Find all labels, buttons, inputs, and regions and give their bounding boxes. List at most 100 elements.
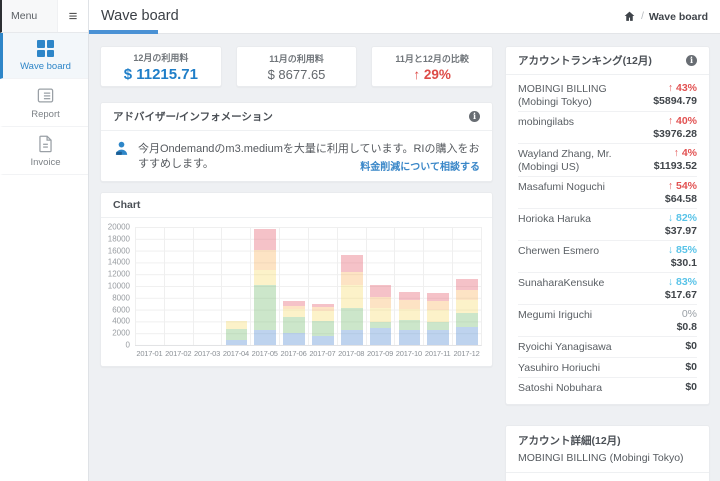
account-name: Ryoichi Yanagisawa [518,341,612,353]
bar-segment [283,316,305,334]
advisor-message: 今月Ondemandのm3.mediumを大量に利用しています。RIの購入をおす… [138,143,480,170]
ranking-row[interactable]: Megumi Iriguchi 0% $0.8 [518,304,697,336]
y-tick-label: 2000 [112,328,130,338]
bar-segment [398,309,421,321]
stacked-bar [139,227,161,345]
y-tick-label: 14000 [107,257,130,267]
home-icon[interactable] [623,10,636,23]
x-tick-label: 2017-06 [280,349,307,358]
bar-segment [427,322,450,331]
bar-segment [456,279,478,290]
bar-segment [283,306,305,310]
cost-reduction-consult-link[interactable]: 料金削減について相談する [360,162,480,173]
ranking-row[interactable]: Ryoichi Yanagisawa $0 [518,336,697,357]
stacked-bar [283,227,305,345]
account-amount: $30.1 [670,256,697,269]
bar-column [192,227,222,345]
stat-value: $ 11215.71 [123,65,198,83]
stat-card-comparison: 11月と12月の比較 ↑ 29% [371,46,494,87]
x-tick-label: 2017-03 [194,349,221,358]
breadcrumb: / Wave board [623,0,708,33]
ranking-row[interactable]: Satoshi Nobuhara $0 [518,377,697,398]
info-icon[interactable]: i [469,111,480,122]
advisor-panel: アドバイザー/インフォメーション i 今月Ondemandのm3.mediumを… [100,102,493,182]
sidebar-item-wave-board[interactable]: Wave board [0,33,88,79]
info-icon[interactable]: i [686,55,697,66]
ranking-row[interactable]: SunaharaKensuke ↓ 83% $17.67 [518,272,697,304]
top-header: Wave board / Wave board [88,0,720,34]
ranking-row[interactable]: MOBINGI BILLING (Mobingi Tokyo) ↑ 43% $589… [518,79,697,111]
account-amount: $17.67 [664,288,697,301]
stacked-bar [369,227,392,345]
bar-segment [427,293,450,302]
bar-segment [312,310,334,321]
bar-column [279,227,308,345]
active-tab-underline [88,30,158,34]
bar-column [250,227,279,345]
advisor-panel-header: アドバイザー/インフォメーション i [101,103,492,131]
y-tick-label: 4000 [112,316,130,326]
details-list: Total$5894.79 APNFee$2500 AmazonEC2$1220… [506,473,709,481]
bar-column [452,227,481,345]
account-name: Masafumi Noguchi [518,181,605,193]
stat-value: ↑ 29% [413,66,451,82]
bar-segment [456,299,478,314]
x-tick-label: 2017-10 [395,349,422,358]
sidebar-header: Menu ≡ [0,0,88,33]
advisor-panel-title: アドバイザー/インフォメーション [113,111,273,123]
ranking-row[interactable]: Yasuhiro Horiuchi $0 [518,356,697,378]
bar-segment [369,285,392,298]
bar-column [394,227,423,345]
bar-segment [254,329,277,345]
stat-label: 12月の利用料 [133,52,189,63]
bar-segment [398,330,421,345]
bar-segment [369,307,392,322]
bar-segment [398,300,421,310]
stacked-bar [398,227,421,345]
details-panel-title: アカウント詳細(12月) [518,434,621,447]
ranking-row[interactable]: mobingilabs ↑ 40% $3976.28 [518,111,697,143]
change-percent: ↑ 40% [667,115,697,127]
bar-segment [456,289,478,300]
ranking-row[interactable]: Cherwen Esmero ↓ 85% $30.1 [518,240,697,272]
details-account-name: MOBINGI BILLING (Mobingi Tokyo) [518,451,684,464]
stacked-bar [340,227,363,345]
bar-segment [225,339,248,345]
bar-segment [456,326,478,345]
bar-segment [254,285,277,330]
ranking-row[interactable]: Masafumi Noguchi ↑ 54% $64.58 [518,176,697,208]
bar-segment [254,269,277,286]
bar-segment [312,335,334,345]
stat-value: $ 8677.65 [267,66,326,82]
bar-segment [340,255,363,273]
change-percent: ↓ 83% [667,276,697,288]
chart-area: 20000 18000 16000 14000 12000 10000 8000 6000 40… [101,218,492,364]
hamburger-menu-icon[interactable]: ≡ [57,0,88,32]
y-tick-label: 20000 [107,222,130,232]
sidebar-item-report[interactable]: Report [0,79,88,127]
x-tick-label: 2017-07 [309,349,336,358]
account-amount: $0.8 [676,320,697,333]
ranking-row[interactable]: Wayland Zhang, Mr. (Mobingi US) ↑ 4% $1193… [518,143,697,176]
account-amount: $0 [685,381,697,393]
breadcrumb-current[interactable]: Wave board [648,10,708,23]
bar-column [163,227,193,345]
y-tick-label: 12000 [107,269,130,279]
y-tick-label: 0 [125,340,130,350]
account-amount: $1193.52 [653,159,697,172]
invoice-icon [36,134,55,153]
page-title: Wave board [101,8,179,24]
bar-column [307,227,337,345]
sidebar-item-invoice[interactable]: Invoice [0,127,88,175]
change-percent: 0% [681,308,697,320]
bar-column [365,227,395,345]
ranking-row[interactable]: Horioka Haruka ↓ 82% $37.97 [518,208,697,240]
ranking-list: MOBINGI BILLING (Mobingi Tokyo) ↑ 43% $589… [506,75,709,404]
account-details-panel: アカウント詳細(12月) MOBINGI BILLING (Mobingi To… [505,424,710,481]
bar-segment [254,229,277,251]
sidebar-item-label: Invoice [30,157,61,168]
bar-segment [312,304,334,308]
account-name: SunaharaKensuke [518,277,605,289]
x-tick-label: 2017-09 [366,349,394,358]
bar-column [336,227,366,345]
